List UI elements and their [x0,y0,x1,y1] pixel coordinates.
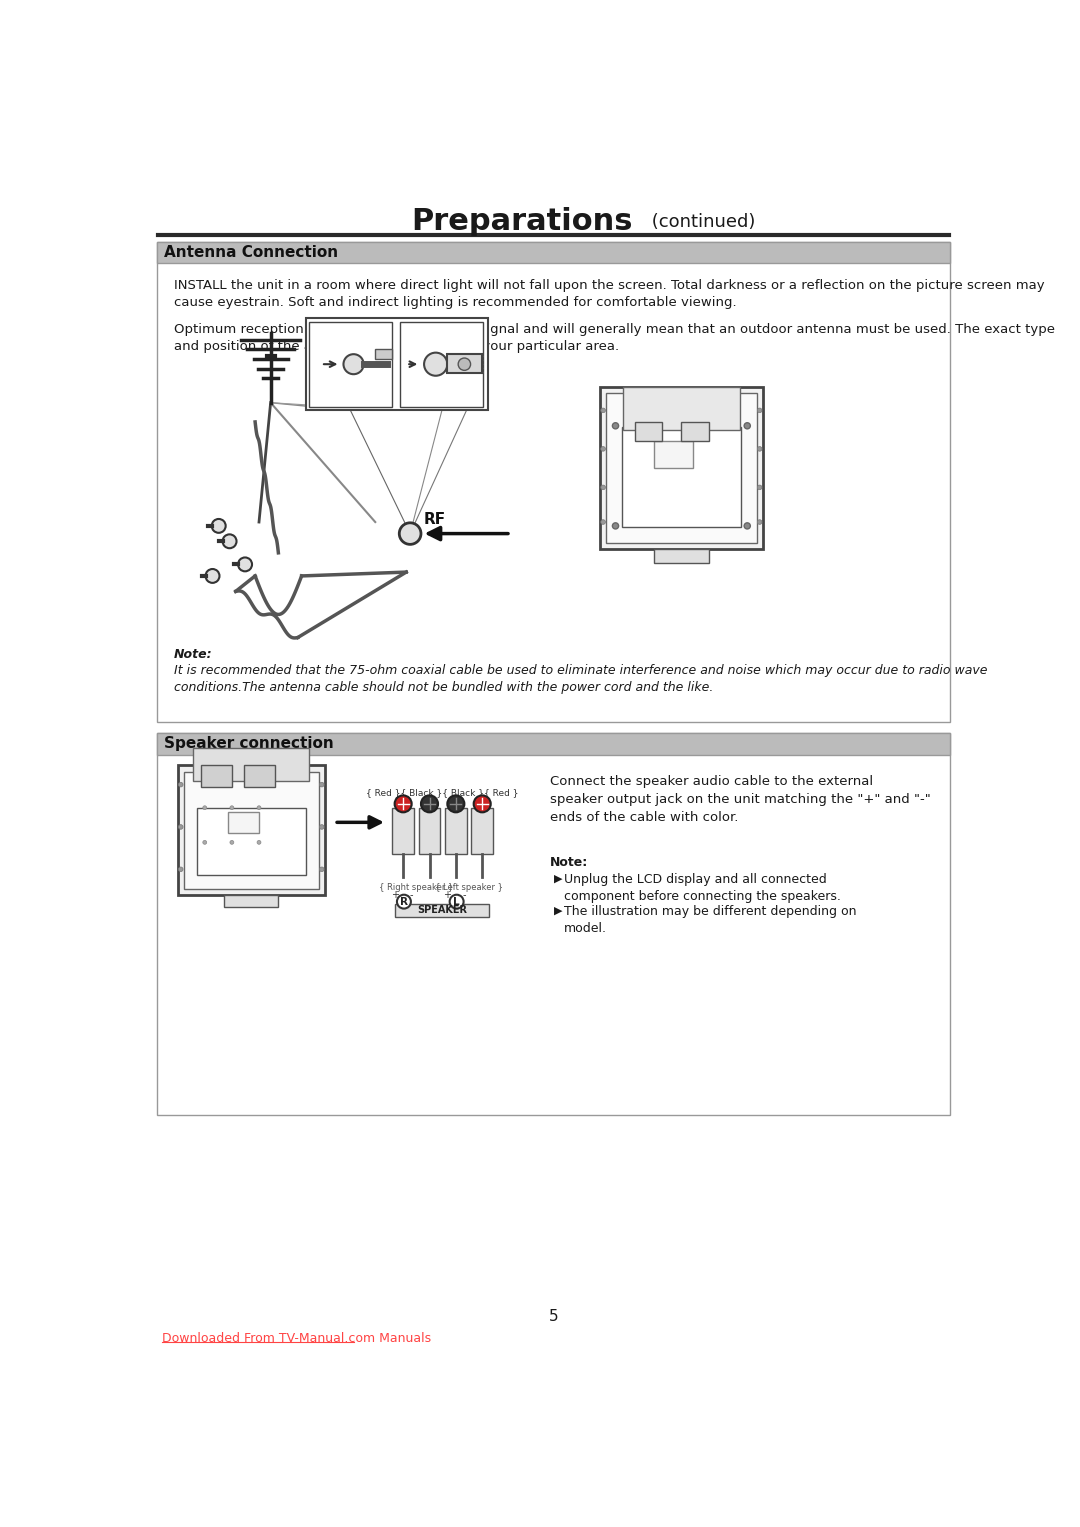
Circle shape [600,446,606,450]
Text: L: L [454,896,460,907]
Text: R: R [400,896,408,907]
Bar [201,765,232,786]
Circle shape [178,782,183,786]
Circle shape [320,782,324,786]
Circle shape [424,353,447,376]
Circle shape [257,840,261,844]
Bar [225,895,279,907]
Text: The illustration may be different depending on
model.: The illustration may be different depend… [565,906,856,936]
Text: { Right speaker }: { Right speaker } [379,883,454,892]
Text: Speaker connection: Speaker connection [164,736,334,751]
Circle shape [421,796,438,812]
Bar [419,808,441,854]
Circle shape [600,519,606,524]
Text: (continued): (continued) [647,212,756,231]
Circle shape [178,867,183,872]
Circle shape [397,895,410,909]
Bar [606,394,757,542]
Text: SPEAKER: SPEAKER [417,906,467,915]
Circle shape [257,806,261,809]
Circle shape [449,895,463,909]
Circle shape [212,519,226,533]
Bar [400,322,483,406]
Bar [193,748,309,780]
Bar [471,808,494,854]
Bar [681,421,708,441]
Circle shape [203,806,206,809]
Text: Optimum reception of colour requires a good signal and will generally mean that : Optimum reception of colour requires a g… [174,322,1055,353]
Bar [654,550,708,563]
Circle shape [744,522,751,528]
Text: +: + [443,890,451,901]
Circle shape [757,408,762,412]
Text: Connect the speaker audio cable to the external
speaker output jack on the unit : Connect the speaker audio cable to the e… [550,776,930,825]
Bar [157,241,950,722]
Text: ▶: ▶ [554,906,562,916]
Text: Unplug the LCD display and all connected
component before connecting the speaker: Unplug the LCD display and all connected… [565,873,841,902]
Circle shape [320,825,324,829]
Text: Antenna Connection: Antenna Connection [164,244,338,260]
Circle shape [178,825,183,829]
Circle shape [203,840,206,844]
Circle shape [394,796,411,812]
Circle shape [230,806,233,809]
Bar [157,241,950,263]
Bar [635,421,662,441]
Bar [157,733,950,754]
Bar [309,322,392,406]
Circle shape [744,423,751,429]
Circle shape [612,423,619,429]
Bar [157,733,950,1115]
Circle shape [458,357,471,371]
Bar [184,771,319,889]
Text: -: - [462,890,467,901]
Text: Note:: Note: [550,857,588,869]
Circle shape [230,840,233,844]
Text: INSTALL the unit in a room where direct light will not fall upon the screen. Tot: INSTALL the unit in a room where direct … [174,279,1044,308]
Circle shape [400,522,421,544]
Bar [375,348,392,359]
Circle shape [612,522,619,528]
Text: -: - [410,890,414,901]
Circle shape [757,519,762,524]
Text: { Red }{ Black }{ Black }{ Red }: { Red }{ Black }{ Black }{ Red } [366,788,518,797]
Text: { Left speaker }: { Left speaker } [435,883,503,892]
Bar [445,808,467,854]
Circle shape [757,446,762,450]
Text: Note:: Note: [174,647,213,661]
Bar [600,388,762,550]
Text: RF: RF [424,512,446,527]
Text: ▶: ▶ [554,873,562,883]
Bar [177,765,325,895]
Circle shape [238,557,252,571]
Bar [197,808,306,875]
Bar [243,765,274,786]
Circle shape [205,570,219,583]
Circle shape [600,408,606,412]
Circle shape [757,486,762,490]
Circle shape [343,354,364,374]
Text: Downloaded From TV-Manual.com Manuals: Downloaded From TV-Manual.com Manuals [162,1332,431,1345]
Circle shape [600,486,606,490]
Text: Preparations: Preparations [411,208,633,237]
Text: It is recommended that the 75-ohm coaxial cable be used to eliminate interferenc: It is recommended that the 75-ohm coaxia… [174,664,987,695]
Text: 5: 5 [549,1309,558,1324]
Circle shape [474,796,490,812]
Bar [622,428,741,527]
Circle shape [447,796,464,812]
Bar [228,811,259,834]
Bar [654,441,693,469]
Bar [306,318,488,411]
Bar [447,354,482,374]
Circle shape [320,867,324,872]
Bar [623,388,740,429]
Circle shape [222,534,237,548]
Text: +: + [391,890,399,901]
Bar [394,904,489,918]
Bar [392,808,414,854]
